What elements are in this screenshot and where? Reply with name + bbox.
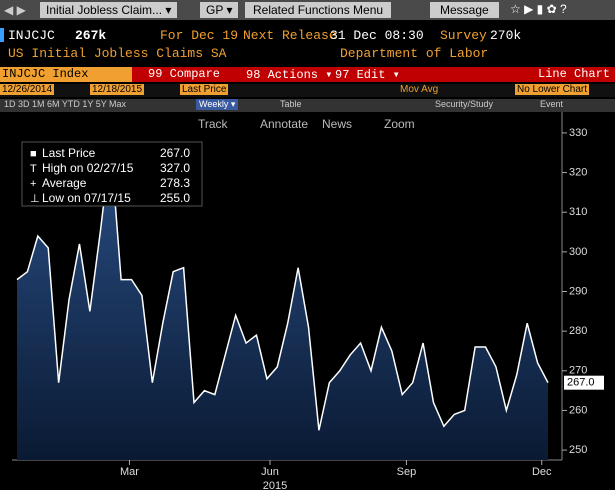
compare[interactable]: 99 Compare bbox=[148, 67, 221, 81]
chart-tool: Zoom bbox=[384, 117, 415, 131]
chart: Track Annotate News Zoom 250 260 270 280 290 300… bbox=[12, 112, 604, 490]
y-tick-label: 300 bbox=[569, 246, 587, 258]
legend-icon: ■ bbox=[30, 148, 37, 160]
y-tick-label: 320 bbox=[569, 166, 587, 178]
legend-icon: T bbox=[30, 163, 37, 175]
period: For Dec 19 bbox=[160, 28, 239, 43]
name: US Initial Jobless Claims SA bbox=[8, 46, 227, 61]
x-tick-label: Jun bbox=[261, 466, 279, 478]
message-button[interactable]: Message bbox=[430, 2, 499, 18]
end[interactable]: 12/18/2015 bbox=[90, 84, 145, 95]
y-tick-label: 250 bbox=[569, 444, 587, 456]
marker bbox=[0, 28, 4, 42]
icons[interactable]: ☆ ▶ ▮ ✿ ? bbox=[510, 2, 567, 16]
x-axis-label: 2015 bbox=[263, 480, 287, 490]
freq[interactable]: Weekly ▾ bbox=[196, 99, 239, 110]
range-row: 1D 3D 1M 6M YTD 1Y 5Y Max Weekly ▾ Table… bbox=[0, 99, 615, 112]
y-tick-label: 280 bbox=[569, 325, 587, 337]
legend-value: 255.0 bbox=[160, 191, 190, 205]
legend-value: 327.0 bbox=[160, 161, 190, 175]
legend-value: 267.0 bbox=[160, 146, 190, 160]
legend-value: 278.3 bbox=[160, 176, 190, 190]
related-menu[interactable]: Related Functions Menu bbox=[245, 2, 392, 18]
next-label: Next Release bbox=[243, 28, 337, 43]
area bbox=[17, 144, 548, 460]
survey: 270k bbox=[490, 28, 522, 43]
edit[interactable]: 97 Edit ▾ bbox=[335, 68, 400, 82]
survey-label: Survey bbox=[440, 28, 487, 43]
ticker: INJCJC bbox=[8, 28, 55, 43]
header-row: INJCJC 267k For Dec 19 Next Release 31 D… bbox=[0, 28, 615, 44]
security-menu[interactable]: Initial Jobless Claim... ▾ bbox=[40, 2, 178, 18]
chart-tool: Track bbox=[198, 117, 229, 131]
x-tick-label: Sep bbox=[397, 466, 417, 478]
name-row: US Initial Jobless Claims SA Department … bbox=[0, 46, 615, 62]
start[interactable]: 12/26/2014 bbox=[0, 84, 55, 95]
gp-menu[interactable]: GP ▾ bbox=[200, 2, 239, 18]
chart-tools: Track Annotate News Zoom bbox=[198, 117, 415, 131]
legend-icon: ⊥ bbox=[30, 193, 40, 205]
x-tick-label: Dec bbox=[532, 466, 552, 478]
y-tick-label: 330 bbox=[569, 127, 587, 139]
legend-box bbox=[21, 141, 203, 207]
field[interactable]: Last Price bbox=[180, 84, 229, 95]
study[interactable]: Security/Study bbox=[435, 99, 494, 109]
chart-tool: News bbox=[322, 117, 352, 131]
y-tick-label: 310 bbox=[569, 206, 587, 218]
nav[interactable]: ◀ ▶ bbox=[4, 3, 26, 17]
legend-name: High on 02/27/15 bbox=[42, 161, 134, 175]
legend: ■ Last Price 267.0 T High on 02/27/15 327.0 + A… bbox=[21, 141, 203, 207]
ranges[interactable]: 1D 3D 1M 6M YTD 1Y 5Y Max bbox=[4, 99, 127, 109]
actions[interactable]: 98 Actions ▾ bbox=[246, 68, 333, 82]
legend-name: Last Price bbox=[42, 146, 96, 160]
top-bar: ◀ ▶ Initial Jobless Claim... ▾ GP ▾ Rela… bbox=[0, 0, 615, 20]
last-value-box bbox=[564, 375, 604, 390]
chart-tool: Annotate bbox=[260, 117, 308, 131]
legend-name: Average bbox=[42, 176, 87, 190]
last-value-label: 267.0 bbox=[567, 377, 595, 389]
legend-icon: + bbox=[30, 178, 36, 190]
source: Department of Labor bbox=[340, 46, 489, 61]
y-tick-label: 290 bbox=[569, 285, 587, 297]
mov-avg[interactable]: Mov Avg bbox=[400, 84, 439, 95]
last: 267k bbox=[75, 28, 107, 43]
y-tick-label: 270 bbox=[569, 365, 587, 377]
x-tick-label: Mar bbox=[120, 466, 139, 478]
chart-type[interactable]: Line Chart bbox=[538, 67, 611, 81]
lower[interactable]: No Lower Chart bbox=[515, 84, 590, 95]
y-tick-label: 260 bbox=[569, 404, 587, 416]
table[interactable]: Table bbox=[280, 99, 302, 109]
legend-name: Low on 07/17/15 bbox=[42, 191, 131, 205]
next: 31 Dec 08:30 bbox=[330, 28, 424, 43]
menu-row: INJCJC Index 99 Compare 98 Actions ▾ 97 … bbox=[0, 67, 615, 82]
controls-row: 12/26/2014 12/18/2015 Last Price Mov Avg… bbox=[0, 84, 615, 97]
event[interactable]: Event bbox=[540, 99, 564, 109]
index[interactable]: INJCJC Index bbox=[0, 67, 132, 82]
